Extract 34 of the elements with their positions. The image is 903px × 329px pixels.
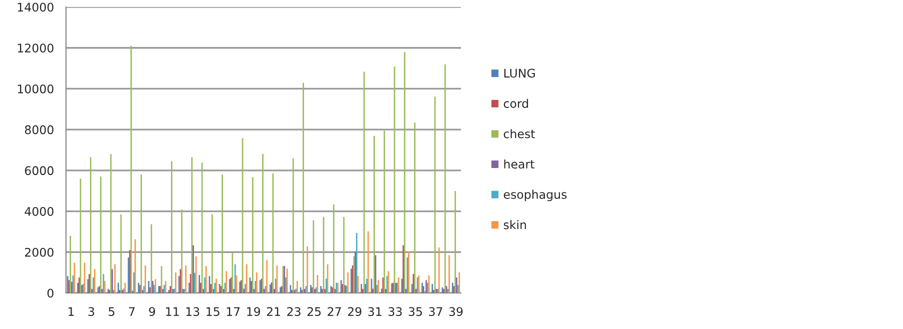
x-tick-label: 27 (328, 307, 341, 316)
x-tick-label: 1 (68, 307, 74, 316)
x-tick-label: 7 (129, 307, 135, 316)
x-tick-label: 31 (368, 307, 382, 316)
y-tick-label: 12000 (18, 44, 54, 53)
y-tick-label: 14000 (18, 2, 54, 12)
x-tick-label: 33 (388, 307, 402, 316)
legend-label: skin (504, 220, 526, 230)
x-tick-label: 13 (186, 307, 200, 316)
x-tick-label: 23 (287, 307, 300, 316)
y-tick-label: 4000 (24, 207, 54, 216)
x-tick-label: 21 (266, 307, 280, 316)
y-tick-label: 2000 (25, 248, 54, 257)
x-tick-label: 29 (348, 307, 362, 316)
x-tick-label: 3 (88, 307, 94, 316)
x-tick-label: 5 (108, 307, 114, 316)
y-tick-label: 0 (47, 288, 54, 298)
x-tick-label: 9 (149, 307, 156, 316)
x-tick-label: 17 (226, 307, 240, 316)
x-tick-label: 35 (408, 307, 422, 316)
y-tick-label: 6000 (24, 166, 54, 176)
x-tick-label: 25 (307, 307, 321, 316)
y-tick-label: 10000 (18, 84, 54, 94)
x-tick-label: 19 (247, 307, 260, 316)
y-tick-label: 8000 (24, 125, 54, 134)
x-tick-label: 37 (429, 307, 442, 316)
legend-label: LUNG (504, 68, 535, 78)
legend-label: cord (504, 98, 528, 108)
legend-label: heart (504, 159, 534, 169)
x-tick-label: 39 (449, 307, 463, 316)
legend-label: chest (504, 129, 535, 138)
x-tick-label: 15 (206, 307, 220, 316)
legend-label: esophagus (504, 190, 567, 202)
x-tick-label: 11 (166, 307, 179, 316)
